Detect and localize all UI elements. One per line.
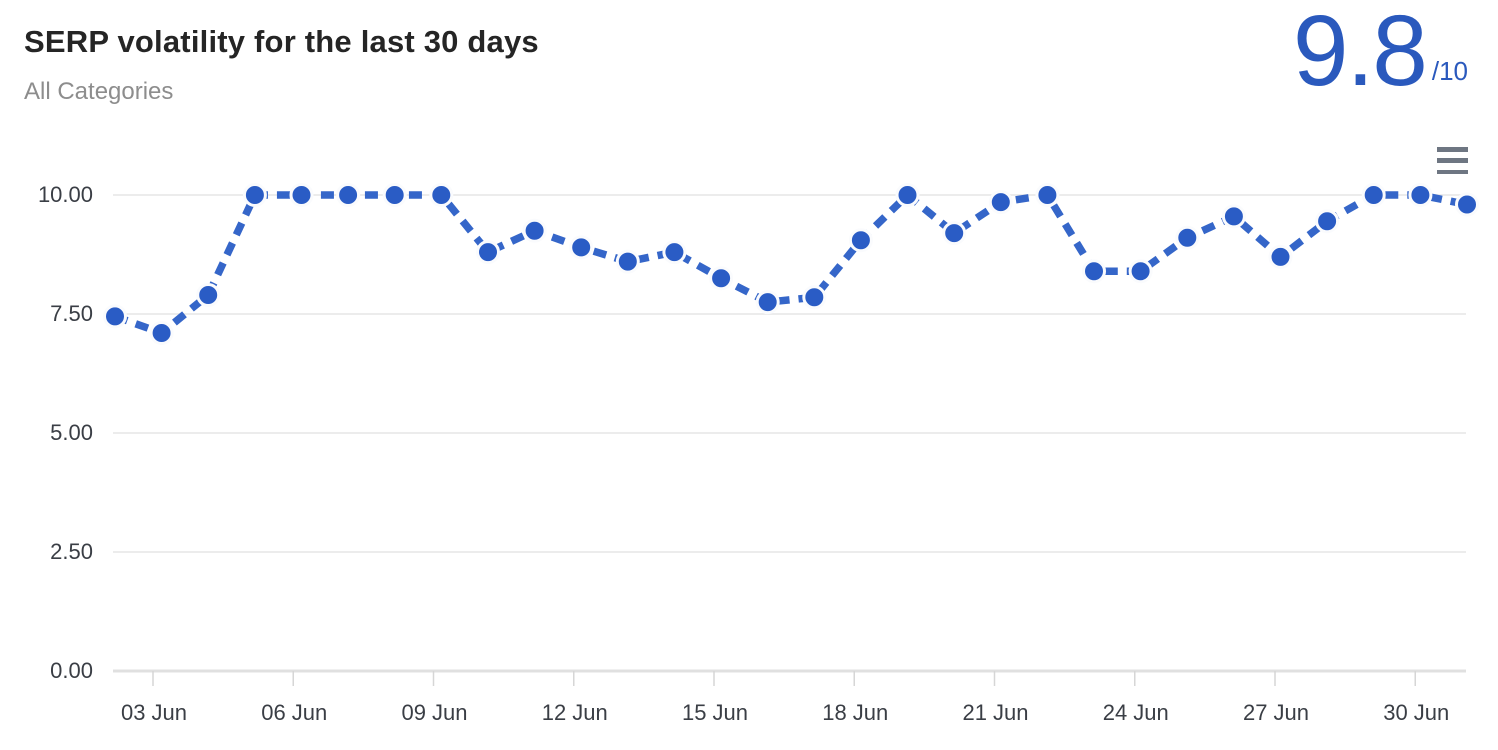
data-point[interactable]	[1455, 192, 1479, 217]
score-denominator: /10	[1431, 56, 1468, 86]
x-axis-tick-label: 06 Jun	[261, 700, 327, 725]
x-axis-tick-label: 24 Jun	[1103, 700, 1169, 725]
x-axis-tick-label: 15 Jun	[682, 700, 748, 725]
volatility-series-line	[113, 191, 1468, 337]
x-axis-tick-label: 30 Jun	[1383, 700, 1449, 725]
data-point[interactable]	[1315, 209, 1340, 234]
data-point[interactable]	[1175, 225, 1200, 250]
x-axis-tick-label: 27 Jun	[1243, 700, 1309, 725]
chart-context-menu-button[interactable]	[1435, 146, 1470, 175]
data-point[interactable]	[103, 304, 127, 329]
data-point[interactable]	[802, 285, 827, 310]
data-point[interactable]	[1035, 183, 1060, 207]
data-point[interactable]	[289, 183, 314, 207]
data-point[interactable]	[942, 221, 967, 246]
hamburger-menu-icon	[1437, 158, 1468, 163]
hamburger-menu-icon	[1437, 147, 1468, 152]
data-point[interactable]	[1408, 183, 1433, 207]
data-point[interactable]	[1361, 183, 1386, 207]
data-point[interactable]	[709, 266, 734, 291]
data-point[interactable]	[242, 183, 267, 207]
data-point[interactable]	[476, 240, 500, 265]
data-point[interactable]	[662, 240, 687, 265]
y-axis-tick-label: 0.00	[50, 658, 93, 683]
y-axis-tick-label: 2.50	[50, 539, 93, 564]
hamburger-menu-icon	[1437, 169, 1468, 174]
x-axis-tick-label: 21 Jun	[962, 700, 1028, 725]
data-point[interactable]	[336, 183, 361, 207]
volatility-score: 9.8 /10	[1292, 0, 1468, 107]
data-point[interactable]	[522, 218, 547, 243]
data-point[interactable]	[1128, 259, 1153, 284]
data-point[interactable]	[149, 321, 174, 345]
score-value: 9.8	[1292, 0, 1428, 107]
data-point[interactable]	[382, 183, 407, 207]
y-axis-tick-label: 5.00	[50, 420, 93, 445]
data-point[interactable]	[988, 190, 1013, 215]
data-point[interactable]	[1268, 244, 1293, 269]
data-point[interactable]	[569, 235, 594, 260]
y-axis-tick-label: 7.50	[50, 301, 93, 326]
page-subtitle: All Categories	[24, 78, 174, 105]
data-point[interactable]	[755, 290, 780, 315]
data-point[interactable]	[429, 183, 454, 207]
x-axis-tick-label: 12 Jun	[542, 700, 608, 725]
y-axis-tick-label: 10.00	[38, 182, 93, 207]
data-point[interactable]	[196, 283, 221, 307]
data-point[interactable]	[848, 228, 873, 253]
page-title: SERP volatility for the last 30 days	[24, 24, 539, 59]
data-point[interactable]	[895, 183, 920, 207]
data-point[interactable]	[1082, 259, 1106, 284]
x-axis-tick-label: 18 Jun	[822, 700, 888, 725]
x-axis-tick-label: 03 Jun	[121, 700, 187, 725]
data-point[interactable]	[1221, 204, 1246, 229]
data-point[interactable]	[615, 249, 640, 274]
x-axis-tick-label: 09 Jun	[401, 700, 467, 725]
